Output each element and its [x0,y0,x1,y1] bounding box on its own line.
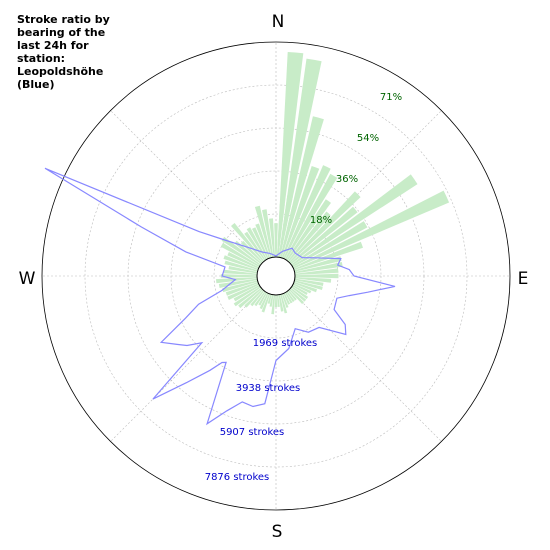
ratio-bar [267,294,272,304]
grid-spoke [289,289,442,442]
count-tick-label: 7876 strokes [205,472,270,483]
ratio-bar [294,262,343,274]
ratio-bar [234,240,262,265]
ratio-bar [269,294,274,307]
ratio-bar [225,281,259,296]
ratio-bar [287,211,331,262]
ratio-bar [278,195,293,258]
ratio-bar [277,204,285,258]
center-hole [256,256,296,296]
ratio-bar [291,174,418,266]
ratio-bar [255,223,271,259]
ratio-bar [286,291,295,303]
ratio-bar [280,205,298,258]
ratio-bar [261,293,271,313]
count-tick-label: 1969 strokes [253,338,318,349]
ratio-tick-label: 54% [357,133,379,144]
direction-label-e: E [518,269,529,289]
ratio-bar [291,286,309,300]
ratio-bar [274,295,278,308]
ratio-bar [223,255,259,271]
ratio-bar [292,284,308,295]
ratio-bar [290,287,307,302]
ratio-bar [294,280,323,290]
ratio-bar [295,275,298,277]
ratio-bar [292,262,300,268]
ratio-bar [221,236,261,266]
ratio-bar [294,278,324,286]
count-tick-labels: 1969 strokes 3938 strokes 5907 strokes 7876… [205,338,318,483]
ratio-bar [254,291,266,307]
ratio-bar [289,289,304,304]
ratio-bar [269,218,275,258]
ratio-bar [281,293,289,308]
count-tick-label: 5907 strokes [220,427,285,438]
ratio-bar [277,294,280,307]
count-series-line [44,167,396,426]
ratio-bar [250,290,265,307]
ratio-bar [294,256,342,272]
ratio-bar [292,265,298,269]
ratio-bar [294,268,339,275]
ratio-bar [292,190,450,269]
ratio-bar [292,221,368,268]
ratio-bar [283,292,291,305]
ratio-bar [271,294,275,315]
ratio-bar [287,290,297,301]
ratio-bar [281,198,307,259]
ratio-bar [231,223,265,262]
ratio-bar [258,292,268,306]
ratio-bar [286,205,327,261]
ratio-bar [224,260,258,272]
ratio-bar [284,201,321,260]
grid-spoke [110,110,263,263]
grid-spoke [110,289,263,442]
ratio-bar [294,273,298,275]
ratio-bar [293,241,363,271]
ratio-bar [274,223,278,257]
ratio-bar [294,277,332,283]
ratio-bar [259,292,269,310]
direction-label-s: S [272,522,283,542]
ratio-bar [294,277,298,279]
grid-ring [41,41,511,511]
ratio-tick-labels: 18% 36% 54% 71% [310,92,402,226]
ratio-bar [283,198,315,260]
ratio-bar [220,242,260,268]
ratio-tick-label: 71% [380,92,402,103]
ratio-bar [289,226,326,263]
ratio-bar [228,266,258,274]
ratio-bar [284,292,293,304]
ratio-bar [293,281,317,293]
ratio-bar [244,231,266,261]
ratio-bar [262,209,274,258]
direction-label-w: W [19,269,36,289]
ratio-bar [254,205,272,258]
ratio-bar [227,283,260,300]
ratio-bar [291,257,303,266]
ratio-bar [292,283,312,294]
ratio-bar [220,274,257,278]
ratio-bar [233,284,260,302]
ratio-bar [233,286,261,307]
ratio-bar [222,280,258,293]
ratio-bar [252,227,269,260]
ratio-bar [238,287,262,309]
ratio-bar [295,273,339,279]
ratio-bar [244,289,263,308]
ratio-tick-label: 18% [310,215,332,226]
ratio-bar [227,252,260,269]
ratio-bar [216,277,258,284]
ratio-tick-label: 36% [336,174,358,185]
ratio-bar [280,294,288,314]
chart-title: Stroke ratio by bearing of the last 24h … [17,13,110,91]
count-tick-label: 3938 strokes [236,383,301,394]
ratio-bars [216,52,450,315]
direction-label-n: N [272,12,285,32]
ratio-bar [223,269,258,275]
ratio-bar [278,294,284,312]
